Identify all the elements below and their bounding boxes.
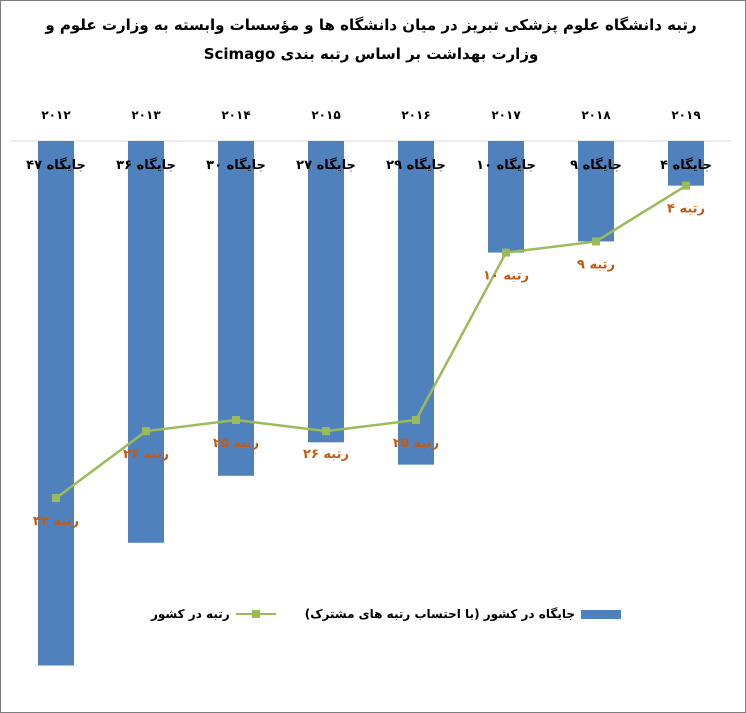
line-path: [55, 184, 687, 500]
bar-data-label-3: جایگاه ۲۷: [296, 157, 356, 173]
line-data-label-6: رتبه ۹: [577, 257, 615, 272]
bar-data-label-0: جایگاه ۴۷: [26, 157, 86, 173]
bar-data-label-6: جایگاه ۹: [570, 157, 622, 173]
year-label-5: ۲۰۱۷: [491, 108, 521, 122]
bar-data-label-5: جایگاه ۱۰: [476, 157, 536, 173]
legend-bar-swatch: [581, 609, 621, 619]
chart-title-line-2: وزارت بهداشت بر اساس رتبه بندی Scimago: [203, 45, 539, 63]
line-data-label-2: رتبه ۲۵: [213, 436, 259, 451]
bar-6: [578, 141, 614, 242]
bar-2: [218, 141, 254, 476]
bar-data-label-4: جایگاه ۲۹: [386, 157, 446, 173]
line-marker-5: [502, 248, 510, 257]
line-data-label-4: رتبه ۲۵: [393, 436, 439, 451]
bar-4: [398, 141, 434, 465]
bar-1: [128, 141, 164, 543]
line-marker-3: [322, 427, 330, 436]
bar-series: [38, 141, 704, 666]
bar-7: [668, 141, 704, 186]
legend: جایگاه در کشور (با احتساب رتبه های مشترک…: [151, 604, 621, 628]
line-marker-6: [592, 237, 600, 246]
year-labels: ۲۰۱۲ ۲۰۱۳ ۲۰۱۴ ۲۰۱۵ ۲۰۱۶ ۲۰۱۷ ۲۰۱۸ ۲۰۱۹: [41, 108, 701, 122]
bar-0: [38, 141, 74, 666]
line-data-label-0: رتبه ۳۲: [33, 514, 79, 529]
year-label-1: ۲۰۱۳: [131, 108, 161, 122]
bar-data-label-7: جایگاه ۴: [660, 157, 712, 173]
bar-data-label-2: جایگاه ۳۰: [206, 157, 266, 173]
bar-5: [488, 141, 524, 253]
line-marker-0: [52, 494, 60, 503]
bar-3: [308, 141, 344, 443]
legend-line-swatch: [235, 609, 276, 619]
chart-title: رتبه دانشگاه علوم پزشکی تبریز در میان دا…: [21, 11, 721, 69]
legend-bar-label: جایگاه در کشور (با احتساب رتبه های مشترک…: [304, 607, 575, 621]
line-data-labels: رتبه ۳۲ رتبه ۲۶ رتبه ۲۵ رتبه ۲۶ رتبه ۲۵ رتبه …: [33, 202, 705, 529]
year-label-2: ۲۰۱۴: [221, 108, 250, 122]
chart-title-line-1: رتبه دانشگاه علوم پزشکی تبریز در میان دا…: [45, 16, 697, 34]
line-data-label-1: رتبه ۲۶: [123, 447, 169, 462]
legend-item-line-series: رتبه در کشور: [151, 604, 276, 624]
line-data-label-7: رتبه ۴: [667, 202, 705, 217]
year-label-0: ۲۰۱۲: [41, 108, 71, 122]
line-marker-2: [232, 416, 240, 424]
line-series: [52, 181, 690, 503]
line-data-label-3: رتبه ۲۶: [303, 447, 349, 462]
line-marker-1: [142, 427, 150, 436]
line-marker-4: [412, 416, 420, 424]
year-label-6: ۲۰۱۸: [581, 108, 611, 122]
year-label-3: ۲۰۱۵: [311, 108, 340, 122]
line-data-label-5: رتبه ۱۰: [483, 269, 529, 284]
legend-item-bar-series: جایگاه در کشور (با احتساب رتبه های مشترک…: [305, 604, 621, 624]
year-label-4: ۲۰۱۶: [401, 108, 430, 122]
legend-line-label: رتبه در کشور: [151, 607, 230, 621]
year-label-7: ۲۰۱۹: [671, 108, 701, 122]
bar-data-label-1: جایگاه ۳۶: [116, 157, 176, 173]
line-marker-7: [682, 181, 690, 190]
bar-data-labels: جایگاه ۴۷ جایگاه ۳۶ جایگاه ۳۰ جایگاه ۲۷ جایگ…: [26, 157, 712, 173]
